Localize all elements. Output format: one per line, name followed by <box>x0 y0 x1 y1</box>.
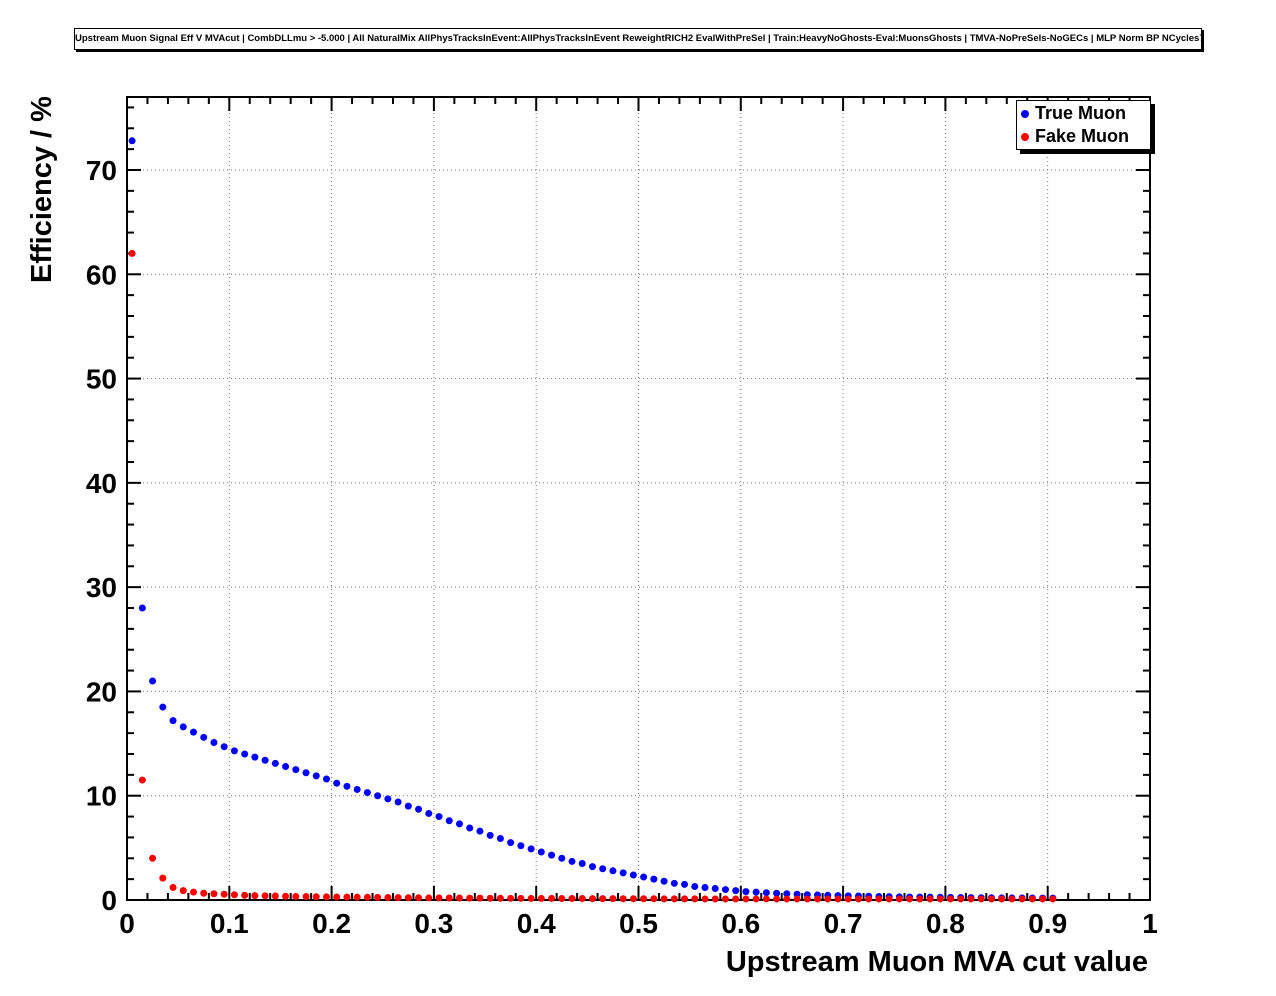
svg-text:1: 1 <box>1142 908 1158 939</box>
svg-text:0.8: 0.8 <box>926 908 965 939</box>
svg-text:0.4: 0.4 <box>517 908 556 939</box>
svg-text:20: 20 <box>86 676 117 707</box>
legend-item-true-muon: True Muon <box>1017 102 1150 125</box>
svg-text:0: 0 <box>101 885 117 916</box>
legend-label-fake-muon: Fake Muon <box>1035 126 1130 146</box>
true-muon-marker-icon <box>1021 109 1029 118</box>
legend-item-fake-muon: Fake Muon <box>1017 125 1150 148</box>
legend: True Muon Fake Muon <box>1016 100 1151 150</box>
svg-text:0.3: 0.3 <box>414 908 453 939</box>
svg-text:0.2: 0.2 <box>312 908 351 939</box>
svg-text:60: 60 <box>86 259 117 290</box>
fake-muon-marker-icon <box>1021 132 1029 141</box>
svg-text:70: 70 <box>86 155 117 186</box>
svg-text:0.9: 0.9 <box>1028 908 1067 939</box>
svg-text:10: 10 <box>86 781 117 812</box>
svg-text:0.7: 0.7 <box>824 908 863 939</box>
svg-text:0.6: 0.6 <box>721 908 760 939</box>
legend-label-true-muon: True Muon <box>1035 103 1126 123</box>
y-axis-title: Efficiency / % <box>26 96 58 283</box>
svg-text:40: 40 <box>86 468 117 499</box>
svg-text:0: 0 <box>119 908 135 939</box>
svg-text:0.5: 0.5 <box>619 908 658 939</box>
x-axis-title: Upstream Muon MVA cut value <box>725 946 1148 978</box>
plot-title: Upstream Muon Signal Eff V MVAcut | Comb… <box>74 28 1202 50</box>
svg-text:30: 30 <box>86 572 117 603</box>
svg-text:50: 50 <box>86 364 117 395</box>
svg-text:0.1: 0.1 <box>210 908 249 939</box>
